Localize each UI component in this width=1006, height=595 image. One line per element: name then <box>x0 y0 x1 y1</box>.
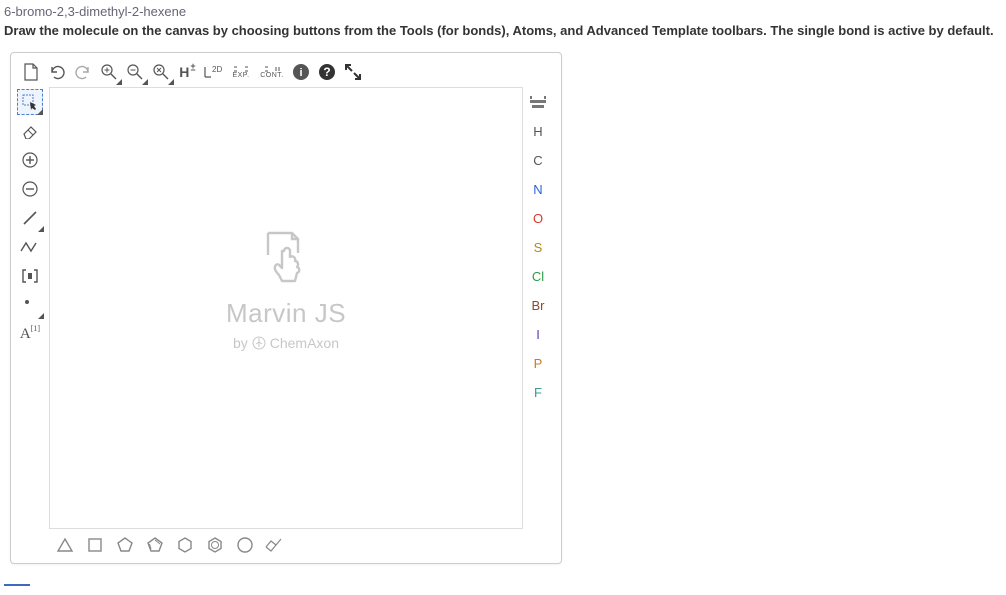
svg-text:2D: 2D <box>212 65 222 74</box>
zoom-out-icon[interactable] <box>123 60 147 84</box>
clean-2d-icon[interactable]: 2D <box>201 60 225 84</box>
dot-tool-icon[interactable] <box>17 292 43 318</box>
eraser-tool-icon[interactable] <box>17 118 43 144</box>
atom-n-button[interactable]: N <box>525 176 551 202</box>
chemaxon-logo-icon <box>252 336 266 350</box>
new-document-icon[interactable] <box>19 60 43 84</box>
touch-hand-icon <box>226 225 346 288</box>
continue-label: CONT. <box>260 72 284 79</box>
fullscreen-icon[interactable] <box>341 60 365 84</box>
heptagon-template-icon[interactable] <box>233 533 257 557</box>
svg-text:i: i <box>299 67 302 79</box>
compound-name-label: 6-bromo-2,3-dimethyl-2-hexene <box>0 0 1006 21</box>
bottom-toolbar <box>17 529 555 559</box>
atom-br-button[interactable]: Br <box>525 292 551 318</box>
square-template-icon[interactable] <box>83 533 107 557</box>
atom-i-button[interactable]: I <box>525 321 551 347</box>
continue-icon[interactable]: CONT. <box>257 60 287 84</box>
editor-main-area: A[1] Marvin JS by ChemAxon <box>17 87 555 529</box>
marvin-editor: H+− 2D EXP. CONT. i ? <box>10 52 562 564</box>
single-bond-icon[interactable] <box>17 205 43 231</box>
canvas-watermark: Marvin JS by ChemAxon <box>226 225 346 351</box>
atom-cl-button[interactable]: Cl <box>525 263 551 289</box>
atom-s-button[interactable]: S <box>525 234 551 260</box>
left-toolbar: A[1] <box>17 87 47 529</box>
atom-p-button[interactable]: P <box>525 350 551 376</box>
undo-icon[interactable] <box>45 60 69 84</box>
drawing-canvas[interactable]: Marvin JS by ChemAxon <box>49 87 523 529</box>
triangle-template-icon[interactable] <box>53 533 77 557</box>
atom-o-button[interactable]: O <box>525 205 551 231</box>
info-icon[interactable]: i <box>289 60 313 84</box>
svg-text:?: ? <box>323 65 330 79</box>
chair-template-icon[interactable] <box>263 533 287 557</box>
answer-underline <box>4 584 30 586</box>
atom-h-button[interactable]: H <box>525 118 551 144</box>
pentagon-template-icon[interactable] <box>113 533 137 557</box>
redo-icon[interactable] <box>71 60 95 84</box>
selection-tool-icon[interactable] <box>17 89 43 115</box>
right-toolbar: HCNOS Cl Br IPF <box>525 87 555 529</box>
cyclopentadiene-template-icon[interactable] <box>143 533 167 557</box>
hydrogen-toggle-icon[interactable]: H+− <box>175 60 199 84</box>
zoom-in-icon[interactable] <box>97 60 121 84</box>
by-label: by <box>233 335 248 351</box>
charge-minus-icon[interactable] <box>17 176 43 202</box>
export-icon[interactable]: EXP. <box>227 60 255 84</box>
periodic-table-icon[interactable] <box>525 89 551 115</box>
atom-label-icon[interactable]: A[1] <box>17 321 43 347</box>
brand-label: ChemAxon <box>270 335 339 351</box>
chemaxon-byline: by ChemAxon <box>226 335 346 351</box>
atom-f-button[interactable]: F <box>525 379 551 405</box>
benzene-template-icon[interactable] <box>203 533 227 557</box>
bracket-icon[interactable] <box>17 263 43 289</box>
charge-plus-icon[interactable] <box>17 147 43 173</box>
hexagon-template-icon[interactable] <box>173 533 197 557</box>
export-label: EXP. <box>232 72 249 79</box>
zoom-all-icon[interactable] <box>149 60 173 84</box>
instruction-text: Draw the molecule on the canvas by choos… <box>0 21 1006 52</box>
chain-bond-icon[interactable] <box>17 234 43 260</box>
marvin-title: Marvin JS <box>226 298 346 329</box>
atom-c-button[interactable]: C <box>525 147 551 173</box>
help-icon[interactable]: ? <box>315 60 339 84</box>
top-toolbar: H+− 2D EXP. CONT. i ? <box>17 59 555 87</box>
